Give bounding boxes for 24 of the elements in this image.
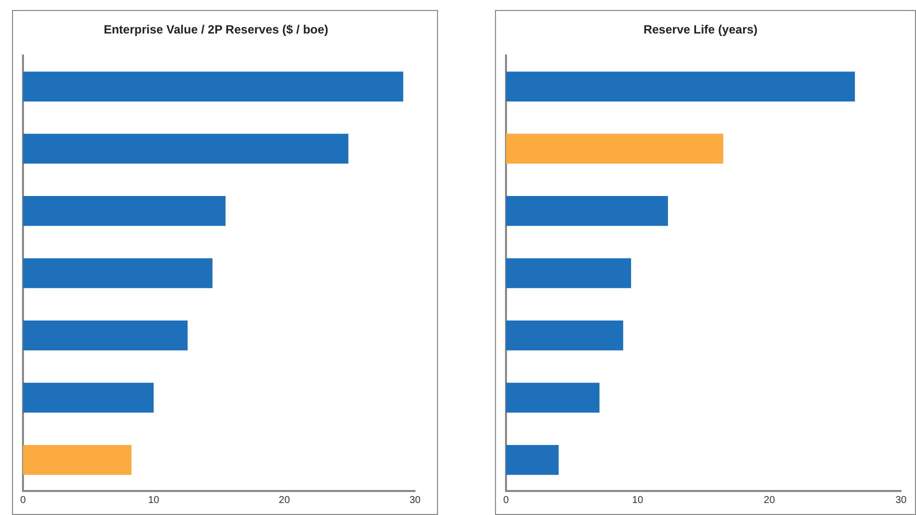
x-tick-label: 20 — [764, 494, 776, 506]
x-tick-label: 10 — [632, 494, 644, 506]
bar — [23, 320, 188, 350]
bar — [506, 134, 724, 164]
bar — [506, 258, 632, 288]
bar — [23, 258, 212, 288]
bar — [506, 382, 600, 413]
x-tick-label: 30 — [895, 494, 907, 506]
bar — [506, 320, 624, 350]
bar — [506, 72, 855, 102]
x-tick-label: 30 — [409, 494, 421, 506]
bar — [23, 134, 348, 164]
bar — [506, 196, 668, 226]
bar — [23, 196, 226, 226]
x-tick-label: 0 — [503, 494, 510, 506]
chart-title: Enterprise Value / 2P Reserves ($ / boe) — [104, 22, 328, 37]
bar — [23, 444, 132, 475]
bar — [506, 444, 559, 475]
chart-title: Reserve Life (years) — [643, 22, 758, 37]
bar — [23, 382, 154, 413]
x-tick-label: 20 — [278, 494, 290, 506]
x-tick-label: 0 — [20, 494, 26, 506]
bar — [23, 72, 404, 102]
x-tick-label: 10 — [148, 494, 160, 506]
